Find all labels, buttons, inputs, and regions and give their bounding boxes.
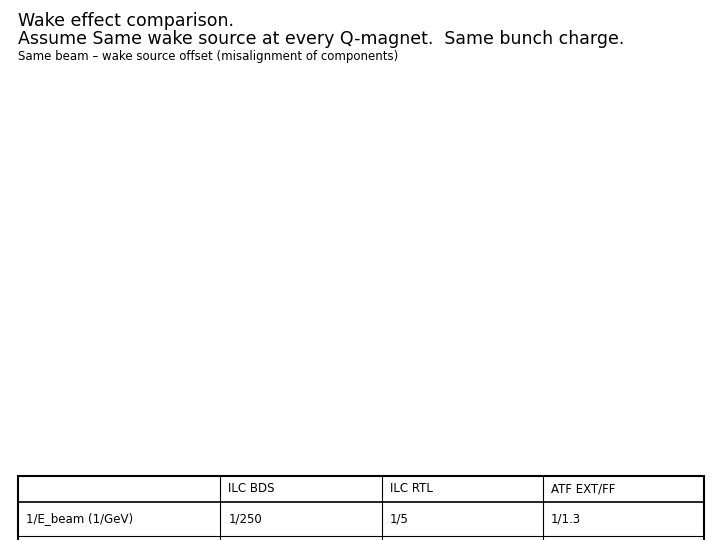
Text: 1/E_beam (1/GeV): 1/E_beam (1/GeV) — [26, 512, 133, 525]
Text: ATF EXT/FF: ATF EXT/FF — [551, 483, 615, 496]
Text: Same beam – wake source offset (misalignment of components): Same beam – wake source offset (misalign… — [18, 50, 398, 63]
Text: ILC RTL: ILC RTL — [390, 483, 433, 496]
Text: Wake effect comparison.: Wake effect comparison. — [18, 12, 234, 30]
Text: 1/1.3: 1/1.3 — [551, 512, 581, 525]
Text: Assume Same wake source at every Q-magnet.  Same bunch charge.: Assume Same wake source at every Q-magne… — [18, 30, 624, 48]
Text: 1/250: 1/250 — [228, 512, 262, 525]
Text: ILC BDS: ILC BDS — [228, 483, 275, 496]
Bar — [18, 476, 704, 540]
Text: 1/5: 1/5 — [390, 512, 408, 525]
